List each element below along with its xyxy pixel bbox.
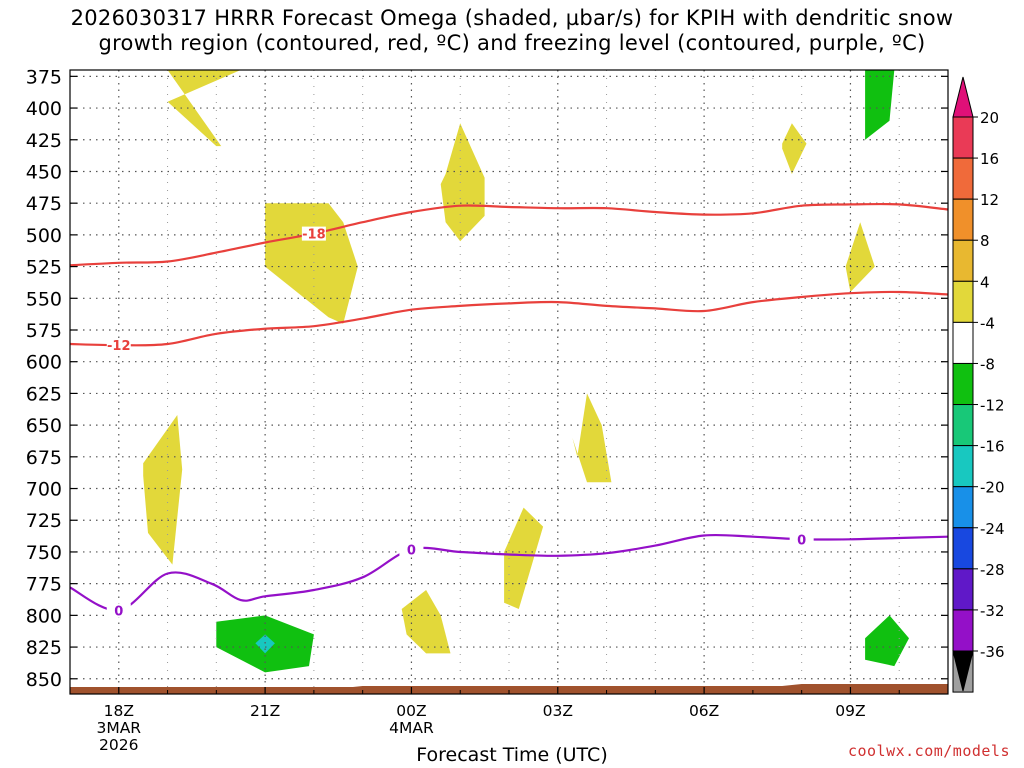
- omega-region-8: [504, 507, 544, 609]
- colorbar-swatch: [952, 609, 974, 652]
- x-tick-label: 2026: [99, 736, 138, 754]
- colorbar-label: -20: [980, 479, 1005, 497]
- colorbar-label: -28: [980, 561, 1005, 579]
- colorbar-swatch: [952, 486, 974, 529]
- contour-label-bg: [301, 226, 326, 241]
- colorbar-swatch: [952, 445, 974, 488]
- y-tick-label: 450: [26, 161, 62, 183]
- colorbar-label: 16: [980, 150, 999, 168]
- colorbar: 20 16 12 8 4 -4 -8 -12 -16 -20 -24 -28 -32 -36: [952, 76, 1005, 693]
- y-tick-label: 750: [26, 542, 62, 564]
- colorbar-bottom-arrow: [952, 650, 974, 692]
- chart-title-line-1: 2026030317 HRRR Forecast Omega (shaded, …: [70, 6, 954, 30]
- colorbar-swatch: [952, 362, 974, 406]
- omega-region-3: [440, 123, 485, 242]
- contour-label-dgz-18: -18: [302, 228, 326, 243]
- colorbar-swatch: [952, 239, 974, 282]
- x-tick-label: 09Z: [835, 702, 865, 720]
- omega-region-9: [401, 590, 451, 654]
- x-tick-label: 06Z: [689, 702, 719, 720]
- colorbar-label: 8: [980, 232, 990, 250]
- omega-region-2: [265, 203, 358, 324]
- omega-region-1: [167, 70, 241, 147]
- x-tick-label: 03Z: [543, 702, 573, 720]
- site-credit[interactable]: coolwx.com/models: [847, 742, 1010, 760]
- omega-region-7: [572, 393, 612, 483]
- omega-region-4: [782, 123, 807, 174]
- y-tick-label: 850: [26, 669, 62, 691]
- contour-label-bg: [106, 338, 131, 353]
- omega-region-5: [845, 222, 875, 292]
- omega-region-13: [255, 634, 275, 654]
- contour-label-bg: [399, 542, 424, 557]
- x-tick-label: 3MAR: [96, 719, 141, 737]
- colorbar-swatch: [952, 527, 974, 570]
- contour-label-freezing-level: 0: [407, 543, 416, 558]
- y-tick-label: 825: [26, 637, 62, 659]
- x-tick-label: 21Z: [250, 702, 280, 720]
- y-tick-label: 525: [26, 257, 62, 279]
- colorbar-label: 4: [980, 273, 990, 291]
- omega-region-6: [143, 415, 183, 565]
- colorbar-swatch: [952, 280, 974, 323]
- y-tick-label: 675: [26, 447, 62, 469]
- colorbar-label: 12: [980, 191, 999, 209]
- y-tick-label: 800: [26, 605, 62, 627]
- colorbar-label: -32: [980, 602, 1005, 620]
- y-tick-label: 575: [26, 320, 62, 342]
- contour-dgz-12: [70, 290, 948, 347]
- colorbar-swatch: [952, 157, 974, 200]
- colorbar-swatch: [952, 321, 974, 364]
- contour-label-bg: [106, 603, 131, 618]
- colorbar-swatch: [952, 404, 974, 447]
- contour-dgz-18: [70, 202, 948, 267]
- colorbar-label: 20: [980, 109, 999, 127]
- x-tick-label: 18Z: [104, 702, 134, 720]
- chart-title-line-2: growth region (contoured, red, ºC) and f…: [98, 31, 926, 55]
- y-tick-label: 550: [26, 288, 62, 310]
- contour-label-dgz-12: -12: [107, 339, 131, 354]
- y-tick-label: 700: [26, 479, 62, 501]
- contour-label-freezing-level: 0: [114, 604, 123, 619]
- contour-label-bg: [789, 532, 814, 547]
- colorbar-label: -24: [980, 520, 1005, 538]
- y-tick-label: 775: [26, 574, 62, 596]
- colorbar-label: -12: [980, 397, 1005, 415]
- omega-region-12: [865, 615, 909, 667]
- colorbar-label: -16: [980, 438, 1005, 456]
- y-tick-label: 625: [26, 383, 62, 405]
- colorbar-label: -36: [980, 643, 1005, 661]
- colorbar-swatch: [952, 116, 974, 159]
- terrain-strip: [70, 684, 948, 694]
- y-tick-label: 425: [26, 130, 62, 152]
- y-tick-label: 400: [26, 98, 62, 120]
- y-tick-label: 600: [26, 352, 62, 374]
- omega-region-10: [865, 70, 895, 140]
- chart-title: 2026030317 HRRR Forecast Omega (shaded, …: [0, 6, 1024, 56]
- y-tick-label: 375: [26, 66, 62, 88]
- x-tick-label: 4MAR: [389, 719, 434, 737]
- x-tick-label: 00Z: [396, 702, 426, 720]
- y-tick-label: 475: [26, 193, 62, 215]
- y-tick-label: 725: [26, 510, 62, 532]
- x-axis-label: Forecast Time (UTC): [416, 744, 608, 766]
- contour-label-freezing-level: 0: [797, 533, 806, 548]
- colorbar-swatch: [952, 568, 974, 611]
- colorbar-top-arrow: [952, 76, 974, 118]
- y-tick-label: 650: [26, 415, 62, 437]
- y-tick-label: 500: [26, 225, 62, 247]
- colorbar-swatch: [952, 198, 974, 241]
- colorbar-label: -4: [980, 314, 995, 332]
- colorbar-label: -8: [980, 355, 995, 373]
